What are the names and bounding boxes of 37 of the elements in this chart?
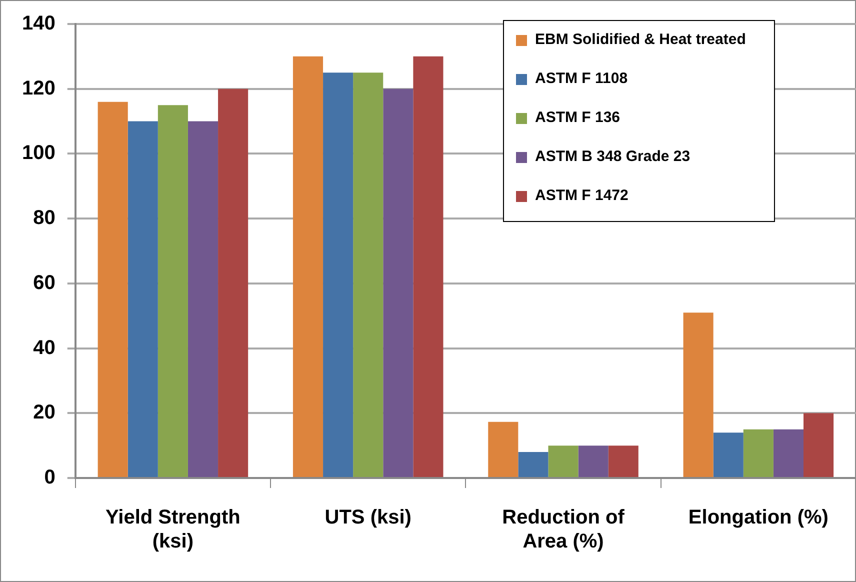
x-tick-label: Reduction of Area (%) (502, 506, 625, 553)
bar (488, 422, 518, 477)
bar (188, 121, 218, 477)
y-tick-label: 0 (44, 466, 56, 489)
legend-label: ASTM F 1472 (535, 186, 628, 206)
bar (413, 56, 444, 477)
bar (292, 56, 324, 477)
bar (323, 72, 354, 477)
bar (743, 429, 774, 477)
bar (218, 88, 248, 477)
x-tick-label: Yield Strength (ksi) (106, 506, 240, 553)
y-tick-label: 140 (22, 12, 56, 35)
bar (128, 121, 158, 477)
legend-label: ASTM F 136 (535, 108, 620, 128)
bar (773, 429, 804, 477)
bar (98, 102, 128, 477)
bar (713, 432, 744, 477)
bar (158, 105, 188, 477)
bar (518, 452, 548, 477)
y-tick-label: 100 (22, 142, 56, 164)
legend-label: EBM Solidified & Heat treated (535, 30, 746, 50)
bar (548, 446, 578, 477)
bar (683, 312, 714, 477)
y-tick-label: 40 (33, 336, 56, 359)
bar (383, 88, 414, 477)
legend-label: ASTM F 1108 (535, 69, 628, 89)
y-tick-label: 60 (33, 272, 56, 294)
x-tick-label: Elongation (%) (688, 506, 828, 529)
bar (608, 446, 638, 477)
bar (353, 72, 384, 477)
bar (804, 413, 834, 477)
y-tick-label: 20 (33, 402, 56, 424)
legend-label: ASTM B 348 Grade 23 (535, 147, 690, 167)
x-tick-label: UTS (ksi) (324, 506, 412, 529)
bar (578, 446, 608, 477)
y-tick-label: 80 (33, 207, 56, 230)
y-tick-label: 120 (22, 77, 56, 100)
